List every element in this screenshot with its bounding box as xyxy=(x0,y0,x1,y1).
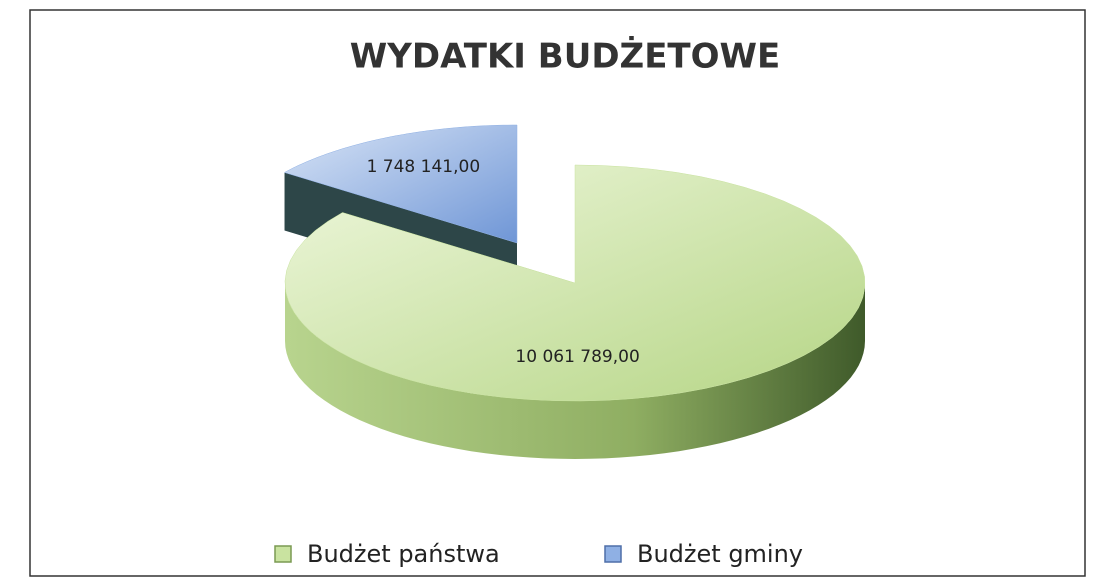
legend-swatch xyxy=(604,545,622,563)
data-label: 10 061 789,00 xyxy=(515,347,639,367)
legend-label: Budżet gminy xyxy=(637,540,803,568)
slice xyxy=(284,164,866,402)
legend-label: Budżet państwa xyxy=(307,540,500,568)
slice xyxy=(283,124,518,244)
chart-title: WYDATKI BUDŻETOWE xyxy=(350,36,781,77)
slice-side xyxy=(285,283,865,459)
data-label: 1 748 141,00 xyxy=(367,157,481,177)
legend-swatch xyxy=(274,545,292,563)
